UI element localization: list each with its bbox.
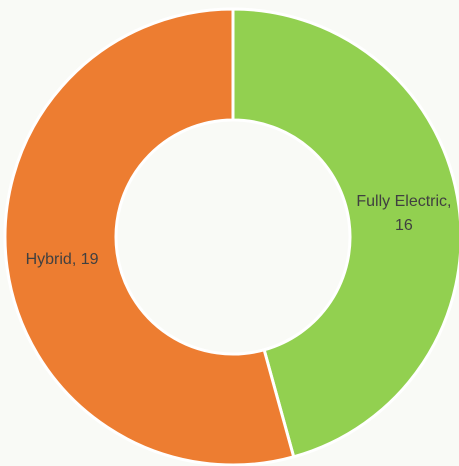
donut-slice <box>3 7 296 466</box>
donut-slice <box>231 7 459 459</box>
data-label: Fully Electric, 16 <box>356 192 452 234</box>
data-label: Hybrid, 19 <box>25 251 99 269</box>
